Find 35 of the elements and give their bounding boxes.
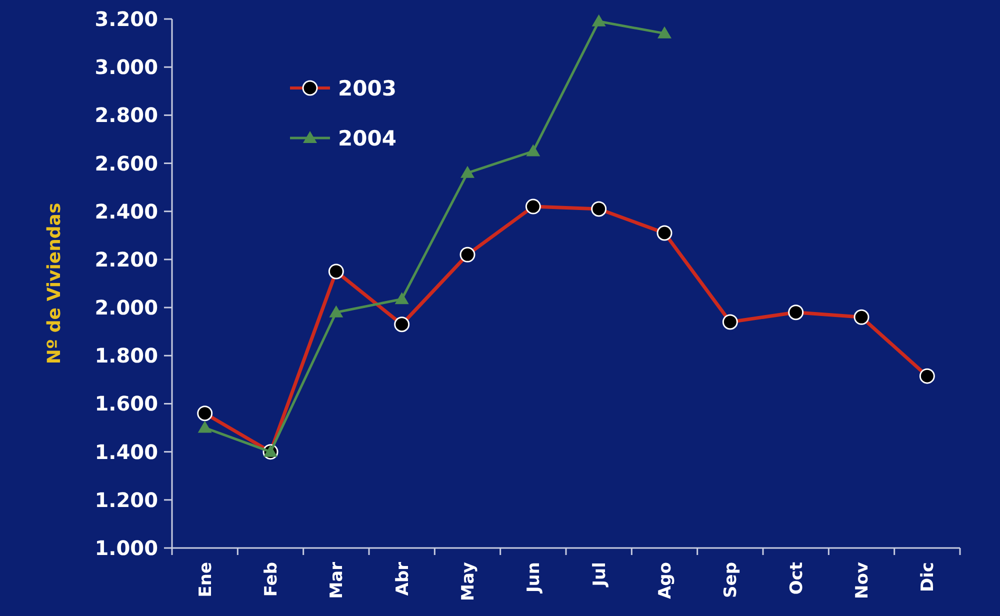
x-tick-label: Ago bbox=[655, 562, 676, 600]
x-tick-label: Jun bbox=[524, 562, 544, 594]
x-tick-label: Abr bbox=[392, 561, 413, 596]
point bbox=[592, 14, 606, 26]
point bbox=[198, 420, 212, 433]
y-tick-label: 1.000 bbox=[94, 536, 158, 560]
x-tick-label: Ene bbox=[196, 562, 216, 598]
legend-label: 2003 bbox=[338, 76, 396, 100]
x-tick-label: Dic bbox=[918, 562, 938, 592]
x-tick-label: Nov bbox=[852, 562, 872, 599]
point bbox=[658, 26, 672, 38]
y-tick-label: 1.800 bbox=[94, 344, 158, 368]
point bbox=[460, 166, 474, 178]
y-tick-label: 3.200 bbox=[94, 7, 158, 31]
y-tick-label: 1.400 bbox=[94, 440, 158, 464]
x-tick-label: Mar bbox=[327, 561, 348, 599]
y-tick-label: 2.600 bbox=[94, 151, 158, 176]
point bbox=[264, 444, 278, 457]
x-tick-label: Oct bbox=[786, 562, 807, 595]
x-tick-label: May bbox=[458, 562, 478, 601]
legend-label: 2004 bbox=[338, 126, 396, 150]
y-tick-label: 2.000 bbox=[94, 296, 158, 320]
y-tick-label: 3.000 bbox=[94, 55, 158, 80]
x-tick-label: Feb bbox=[261, 562, 282, 597]
point bbox=[526, 144, 540, 156]
y-tick-label: 2.800 bbox=[94, 103, 158, 128]
y-axis-title: Nº de Viviendas bbox=[44, 202, 65, 364]
y-tick-label: 2.400 bbox=[94, 199, 158, 224]
y-tick-label: 1.200 bbox=[94, 488, 158, 512]
point bbox=[394, 292, 409, 304]
y-tick-label: 1.600 bbox=[94, 392, 158, 416]
x-tick-label: Sep bbox=[721, 562, 742, 598]
x-tick-label: Jul bbox=[590, 562, 610, 588]
point bbox=[329, 305, 344, 318]
y-tick-label: 2.200 bbox=[94, 247, 158, 272]
